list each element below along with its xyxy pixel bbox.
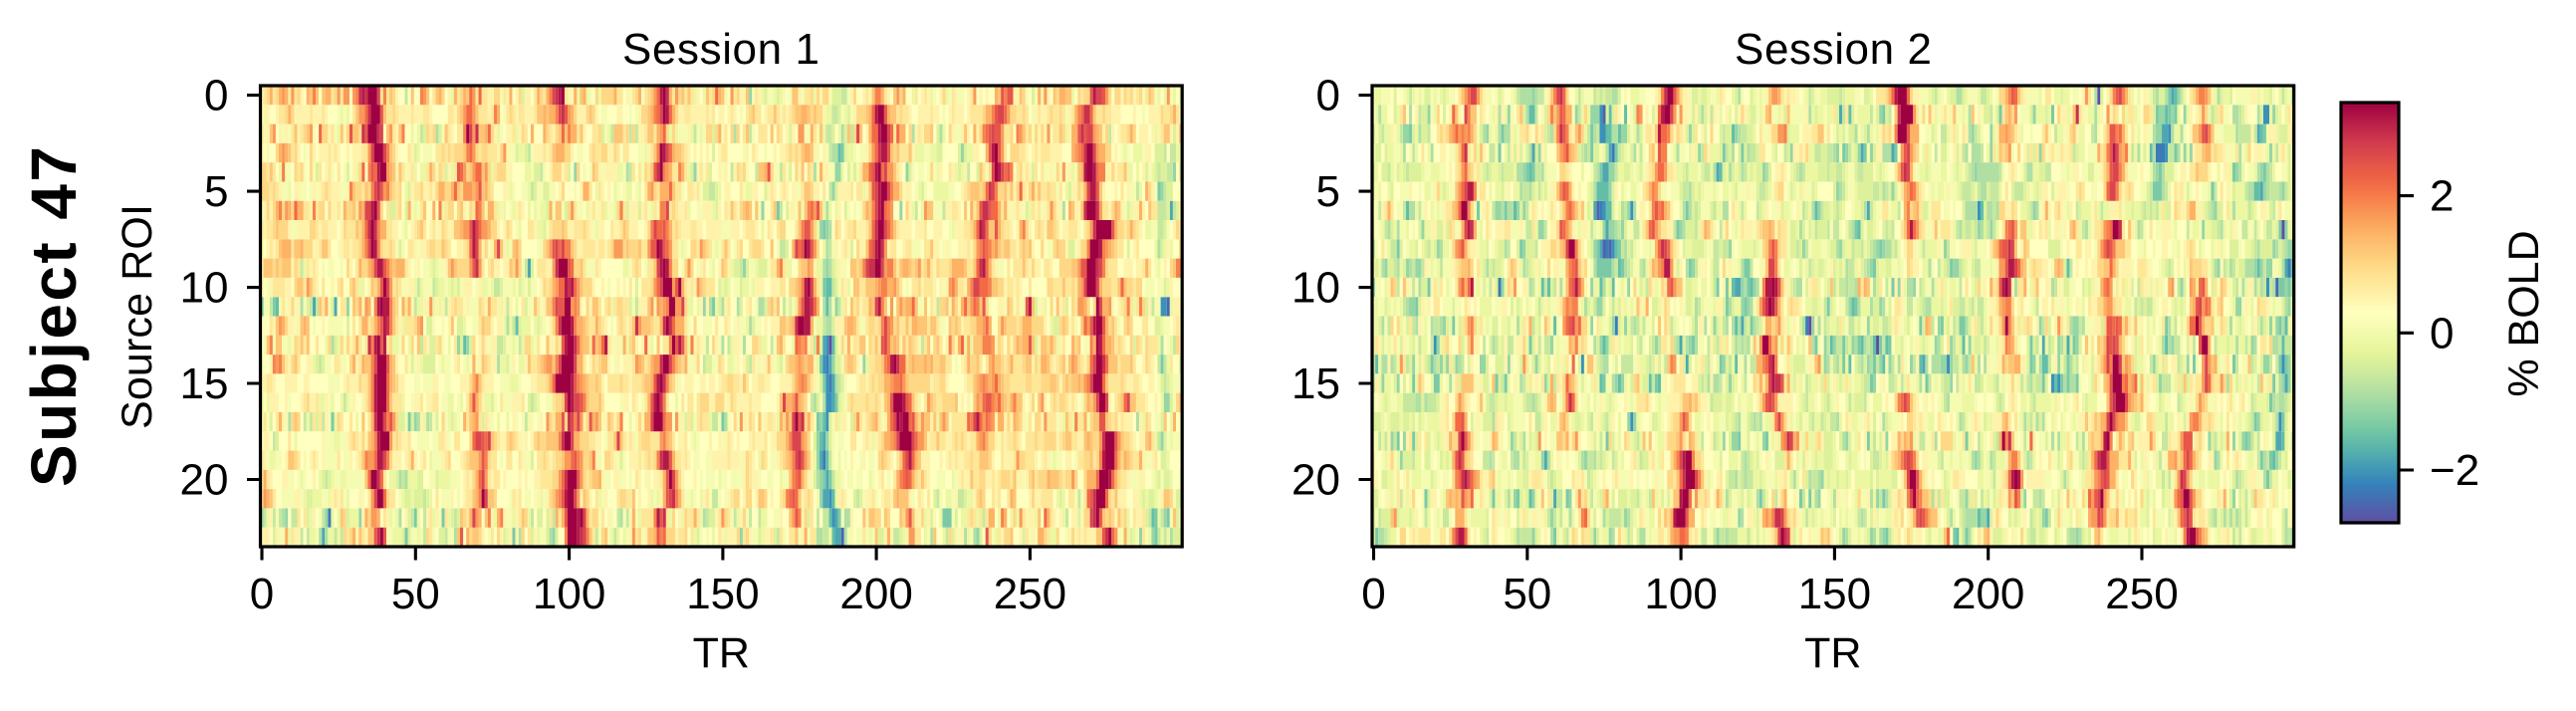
svg-text:Session 1: Session 1 bbox=[622, 25, 820, 74]
svg-text:250: 250 bbox=[2105, 570, 2178, 618]
svg-text:Session 2: Session 2 bbox=[1735, 25, 1932, 74]
svg-text:50: 50 bbox=[391, 570, 440, 618]
svg-text:250: 250 bbox=[994, 570, 1066, 618]
svg-text:5: 5 bbox=[204, 167, 228, 216]
svg-text:10: 10 bbox=[180, 264, 229, 313]
svg-text:10: 10 bbox=[1291, 264, 1340, 313]
svg-text:20: 20 bbox=[180, 456, 229, 505]
svg-text:Subject 47: Subject 47 bbox=[18, 146, 90, 487]
svg-text:0: 0 bbox=[1361, 570, 1385, 618]
svg-text:50: 50 bbox=[1503, 570, 1551, 618]
svg-text:0: 0 bbox=[2430, 309, 2454, 357]
svg-text:200: 200 bbox=[839, 570, 912, 618]
svg-text:100: 100 bbox=[533, 570, 605, 618]
svg-text:0: 0 bbox=[204, 72, 228, 120]
svg-text:0: 0 bbox=[1316, 72, 1340, 120]
svg-text:100: 100 bbox=[1644, 570, 1717, 618]
svg-text:TR: TR bbox=[693, 629, 750, 677]
svg-text:200: 200 bbox=[1952, 570, 2024, 618]
svg-text:Source ROI: Source ROI bbox=[114, 204, 161, 429]
svg-text:TR: TR bbox=[1804, 629, 1861, 677]
svg-text:% BOLD: % BOLD bbox=[2500, 230, 2548, 396]
svg-text:2: 2 bbox=[2430, 172, 2454, 221]
svg-text:0: 0 bbox=[250, 570, 274, 618]
svg-text:−2: −2 bbox=[2430, 446, 2479, 495]
svg-text:15: 15 bbox=[180, 359, 229, 408]
svg-text:20: 20 bbox=[1291, 456, 1340, 505]
svg-text:150: 150 bbox=[686, 570, 759, 618]
svg-text:15: 15 bbox=[1291, 359, 1340, 408]
svg-text:150: 150 bbox=[1798, 570, 1871, 618]
svg-text:5: 5 bbox=[1316, 167, 1340, 216]
